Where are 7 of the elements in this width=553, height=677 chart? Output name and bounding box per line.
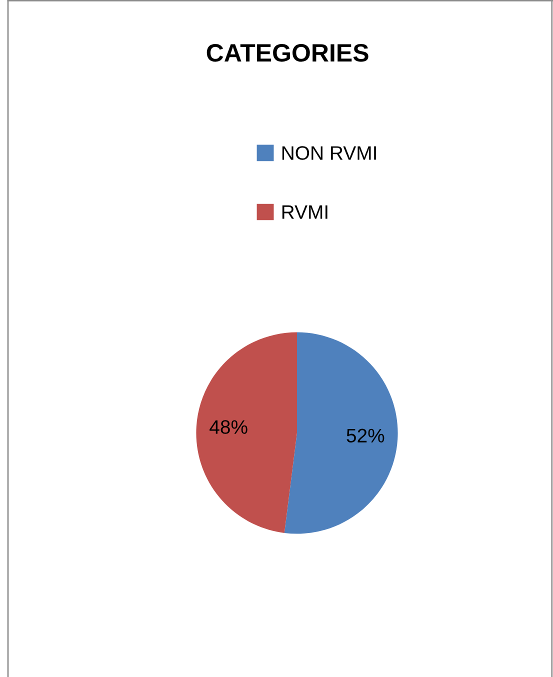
legend-label: RVMI [282, 205, 328, 219]
chart-title: CATEGORIES [206, 44, 368, 62]
pie-slice [284, 332, 398, 534]
pie-slice [196, 332, 297, 534]
data-label: 52% [346, 428, 384, 443]
data-label: 48% [210, 420, 248, 434]
legend-label: NON RVMI [282, 146, 376, 160]
